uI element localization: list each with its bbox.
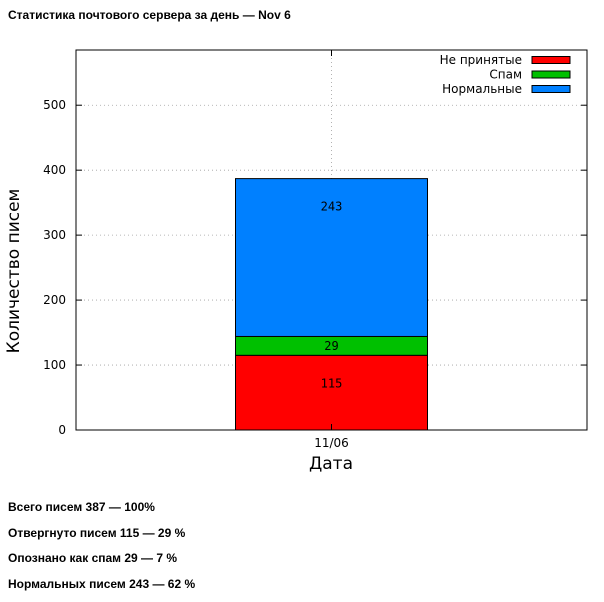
x-axis-title: Дата <box>309 454 353 474</box>
y-tick-label: 300 <box>43 228 66 242</box>
stacked-bar-chart: 115 29 243 0 100 200 300 400 500 11/06 Не принят… <box>4 49 588 474</box>
legend-swatch <box>531 85 571 93</box>
y-tick-label: 0 <box>58 423 66 437</box>
y-tick-label: 400 <box>43 163 66 177</box>
bar-value-label: 29 <box>324 339 338 353</box>
x-tick-label: 11/06 <box>314 436 349 450</box>
legend-swatch <box>531 70 571 79</box>
bar-segment <box>235 354 428 431</box>
stat-rejected: Отвергнуто писем 115 — 29 % <box>8 526 186 540</box>
page-title: Статистика почтового сервера за день — N… <box>8 8 291 22</box>
stat-total: Всего писем 387 — 100% <box>8 500 155 514</box>
y-tick-label: 100 <box>43 358 66 372</box>
bar-value-label: 243 <box>321 200 343 214</box>
bar-segment <box>235 178 428 337</box>
y-axis-title: Количество писем <box>4 189 24 354</box>
bar-value-label: 115 <box>321 376 343 390</box>
legend-swatch <box>531 56 571 64</box>
axes: 0 100 200 300 400 500 11/06 <box>43 49 588 450</box>
legend-label: Не принятые <box>440 53 522 67</box>
plot-frame <box>75 49 588 431</box>
bars: 115 29 243 <box>235 178 428 431</box>
stat-spam: Опознано как спам 29 — 7 % <box>8 551 178 565</box>
legend-label: Нормальные <box>442 82 522 96</box>
y-tick-label: 200 <box>43 293 66 307</box>
y-tick-label: 500 <box>43 98 66 112</box>
stat-normal: Нормальных писем 243 — 62 % <box>8 577 196 591</box>
legend-label: Спам <box>489 68 522 82</box>
